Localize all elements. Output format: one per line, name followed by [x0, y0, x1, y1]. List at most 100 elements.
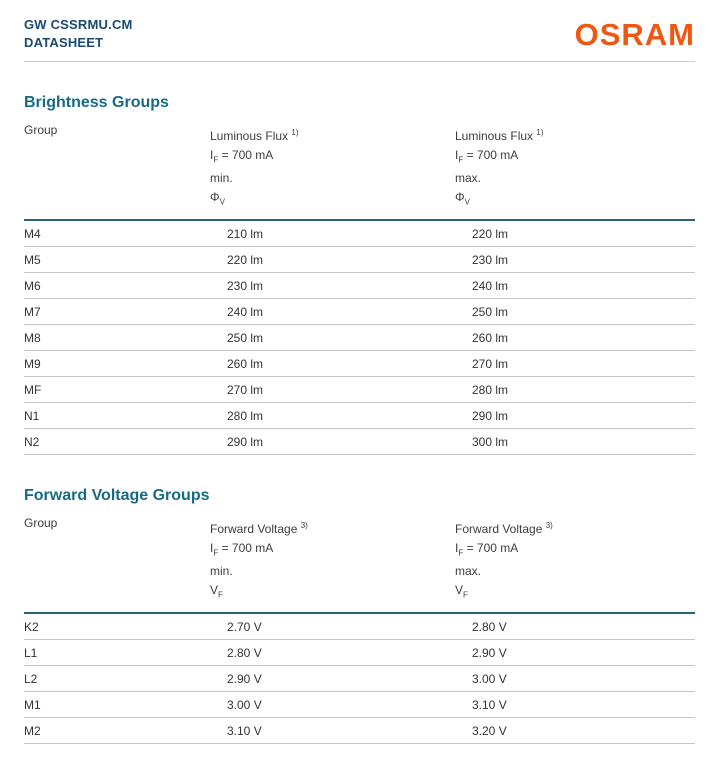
- group-cell: M1: [24, 697, 41, 712]
- voltage-footnote: 3): [545, 520, 553, 530]
- group-cell: MF: [24, 382, 42, 397]
- group-cell: M5: [24, 252, 41, 267]
- table-row: M1 3.00 V 3.10 V: [24, 691, 695, 718]
- min-value-cell: 2.90 V: [227, 671, 262, 686]
- min-value-cell: 220 lm: [227, 252, 264, 267]
- flux-footnote: 1): [536, 128, 544, 138]
- flux-footnote: 1): [291, 128, 299, 138]
- max-value-cell: 290 lm: [472, 408, 509, 423]
- table-row: M2 3.10 V 3.20 V: [24, 717, 695, 744]
- column-header-voltage-max: Forward Voltage 3) IF = 700 mA max. VF: [455, 513, 695, 613]
- table-row: MF 270 lm 280 lm: [24, 376, 695, 403]
- forward-voltage-section: Forward Voltage Groups Group Forward Vol…: [24, 487, 695, 744]
- table-row: L2 2.90 V 3.00 V: [24, 665, 695, 692]
- current-value: = 700 mA: [221, 148, 274, 163]
- group-cell: M2: [24, 723, 41, 738]
- max-value-cell: 260 lm: [472, 330, 509, 345]
- min-value-cell: 2.70 V: [227, 619, 262, 634]
- max-value-cell: 3.00 V: [472, 671, 507, 686]
- group-cell: M8: [24, 330, 41, 345]
- max-value-cell: 270 lm: [472, 356, 509, 371]
- header-divider: [24, 61, 695, 63]
- table-row: M7 240 lm 250 lm: [24, 298, 695, 325]
- voltage-label: Forward Voltage: [455, 521, 543, 536]
- current-symbol: I: [455, 540, 459, 555]
- min-value-cell: 260 lm: [227, 356, 264, 371]
- current-subscript: F: [213, 548, 219, 558]
- table-row: M5 220 lm 230 lm: [24, 246, 695, 273]
- table-row: L1 2.80 V 2.90 V: [24, 639, 695, 666]
- max-value-cell: 240 lm: [472, 278, 509, 293]
- current-value: = 700 mA: [466, 540, 519, 555]
- max-value-cell: 3.10 V: [472, 697, 507, 712]
- group-cell: M6: [24, 278, 41, 293]
- max-value-cell: 2.80 V: [472, 619, 507, 634]
- forward-voltage-table: Group Forward Voltage 3) IF = 700 mA min…: [24, 513, 695, 744]
- current-subscript: F: [213, 155, 219, 165]
- column-header-voltage-min: Forward Voltage 3) IF = 700 mA min. VF: [210, 513, 455, 613]
- min-value-cell: 2.80 V: [227, 645, 262, 660]
- group-cell: N2: [24, 434, 40, 449]
- brightness-table: Group Luminous Flux 1) IF = 700 mA min. …: [24, 120, 695, 455]
- current-symbol: I: [455, 148, 459, 163]
- brightness-section-title: Brightness Groups: [24, 94, 169, 112]
- vf-subscript: F: [463, 590, 468, 600]
- table-row: M9 260 lm 270 lm: [24, 350, 695, 377]
- min-value-cell: 290 lm: [227, 434, 264, 449]
- current-subscript: F: [458, 548, 464, 558]
- column-header-group: Group: [24, 120, 210, 220]
- max-value-cell: 2.90 V: [472, 645, 507, 660]
- voltage-footnote: 3): [300, 520, 308, 530]
- max-value-cell: 220 lm: [472, 226, 509, 241]
- phi-symbol: Φ: [455, 190, 465, 205]
- phi-subscript: V: [219, 197, 225, 207]
- min-value-cell: 250 lm: [227, 330, 264, 345]
- group-cell: L1: [24, 645, 38, 660]
- column-header-flux-max: Luminous Flux 1) IF = 700 mA max. ΦV: [455, 120, 695, 220]
- product-title: GW CSSRMU.CM: [24, 17, 133, 32]
- vf-subscript: F: [218, 590, 223, 600]
- phi-symbol: Φ: [210, 190, 220, 205]
- group-cell: M9: [24, 356, 41, 371]
- group-column-label: Group: [24, 123, 58, 138]
- forward-voltage-header-row: Group Forward Voltage 3) IF = 700 mA min…: [24, 513, 695, 613]
- doc-type-label: DATASHEET: [24, 34, 104, 50]
- group-cell: M7: [24, 304, 41, 319]
- group-column-label: Group: [24, 515, 58, 530]
- max-value-cell: 230 lm: [472, 252, 509, 267]
- max-label: max.: [455, 171, 482, 186]
- group-cell: L2: [24, 671, 38, 686]
- min-label: min.: [210, 171, 233, 186]
- group-cell: N1: [24, 408, 40, 423]
- group-cell: K2: [24, 619, 39, 634]
- table-row: N2 290 lm 300 lm: [24, 428, 695, 455]
- max-label: max.: [455, 564, 482, 579]
- min-value-cell: 230 lm: [227, 278, 264, 293]
- current-subscript: F: [458, 155, 464, 165]
- min-label: min.: [210, 564, 233, 579]
- min-value-cell: 3.10 V: [227, 723, 262, 738]
- max-value-cell: 280 lm: [472, 382, 509, 397]
- brightness-section: Brightness Groups Group Luminous Flux 1)…: [24, 94, 695, 455]
- header: GW CSSRMU.CM DATASHEET OSRAM: [24, 16, 695, 51]
- current-symbol: I: [210, 540, 214, 555]
- min-value-cell: 270 lm: [227, 382, 264, 397]
- current-value: = 700 mA: [466, 148, 519, 163]
- vf-symbol: V: [455, 583, 464, 598]
- max-value-cell: 3.20 V: [472, 723, 507, 738]
- document-titles: GW CSSRMU.CM DATASHEET: [24, 16, 133, 51]
- table-row: N1 280 lm 290 lm: [24, 402, 695, 429]
- column-header-group: Group: [24, 513, 210, 613]
- table-row: M4 210 lm 220 lm: [24, 220, 695, 247]
- max-value-cell: 300 lm: [472, 434, 509, 449]
- osram-logo: OSRAM: [574, 17, 695, 52]
- vf-symbol: V: [210, 583, 219, 598]
- voltage-label: Forward Voltage: [210, 521, 298, 536]
- flux-label: Luminous Flux: [210, 129, 289, 144]
- table-row: K2 2.70 V 2.80 V: [24, 613, 695, 640]
- min-value-cell: 240 lm: [227, 304, 264, 319]
- min-value-cell: 280 lm: [227, 408, 264, 423]
- forward-voltage-section-title: Forward Voltage Groups: [24, 486, 210, 504]
- current-symbol: I: [210, 148, 214, 163]
